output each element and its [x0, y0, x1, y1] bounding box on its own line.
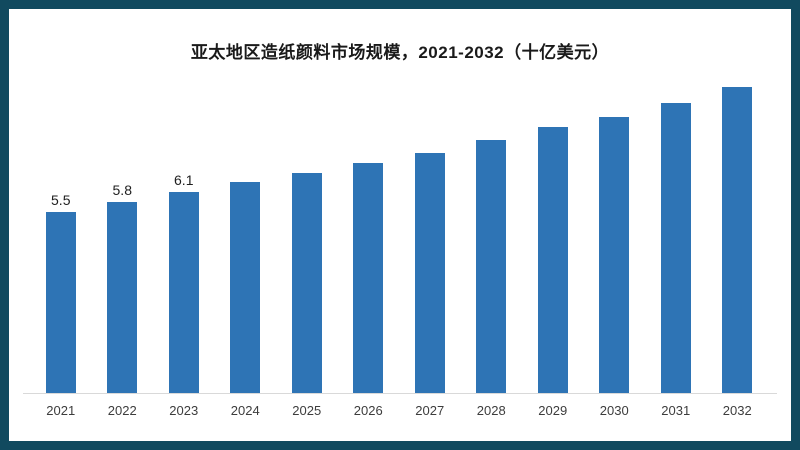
bar — [414, 153, 445, 393]
bar — [722, 87, 753, 393]
x-axis-line — [23, 393, 777, 394]
x-axis-tick-labels: 2021 2022 2023 2024 2025 2026 2027 2028 2029 2030… — [30, 403, 768, 418]
bar-series: 5.5 5.8 6.1 — [30, 9, 768, 393]
bar-column — [399, 9, 461, 393]
x-axis-tick-label: 2022 — [107, 403, 137, 418]
bar-column: 5.5 — [30, 9, 92, 393]
bar — [599, 117, 630, 393]
bar-column — [338, 9, 400, 393]
bar — [476, 140, 507, 393]
bar-value-label: 5.5 — [51, 192, 71, 208]
chart-title: 亚太地区造纸颜料市场规模，2021-2032（十亿美元） — [190, 43, 610, 62]
bar-column — [645, 9, 707, 393]
x-axis-tick-label: 2031 — [661, 403, 691, 418]
bar — [107, 202, 138, 393]
x-axis-tick-label: 2027 — [415, 403, 445, 418]
x-axis-tick-label: 2032 — [722, 403, 752, 418]
bar — [660, 103, 691, 393]
bar-column — [584, 9, 646, 393]
x-axis-tick-label: 2025 — [292, 403, 322, 418]
x-axis-tick-label: 2030 — [599, 403, 629, 418]
bar — [168, 192, 199, 393]
bar-value-label: 6.1 — [174, 172, 194, 188]
x-axis-tick-label: 2023 — [169, 403, 199, 418]
bar — [537, 127, 568, 393]
bar-column: 5.8 — [92, 9, 154, 393]
bar — [353, 163, 384, 393]
bar — [230, 182, 261, 393]
bar-column: 6.1 — [153, 9, 215, 393]
x-axis-tick-label: 2028 — [476, 403, 506, 418]
bar — [45, 212, 76, 393]
x-axis-tick-label: 2024 — [230, 403, 260, 418]
bar-column — [215, 9, 277, 393]
x-axis-tick-label: 2021 — [46, 403, 76, 418]
plot-area: 5.5 5.8 6.1 2021 2022 2023 2024 2025 2026 2027 20… — [9, 9, 791, 441]
bar-column — [522, 9, 584, 393]
bar-column — [461, 9, 523, 393]
bar-column — [276, 9, 338, 393]
x-axis-tick-label: 2026 — [353, 403, 383, 418]
bar — [291, 173, 322, 393]
bar-value-label: 5.8 — [112, 182, 132, 198]
x-axis-tick-label: 2029 — [538, 403, 568, 418]
bar-column — [707, 9, 769, 393]
